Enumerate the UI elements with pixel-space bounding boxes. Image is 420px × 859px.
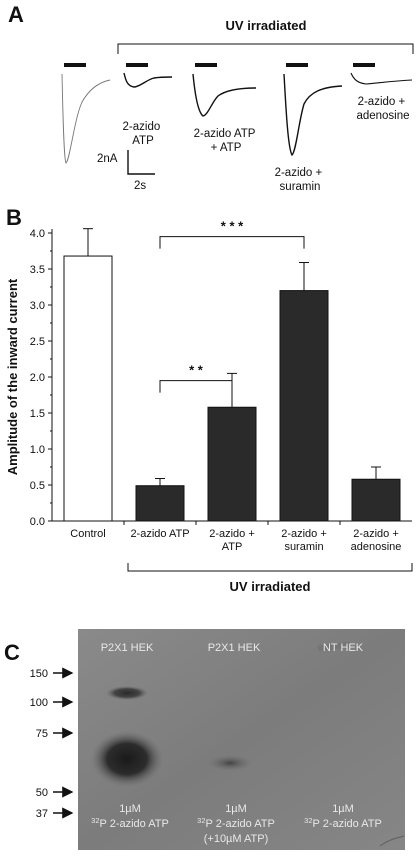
significance-label-high: * * * [221,219,244,234]
bar [207,406,257,522]
uv-irradiated-label-b: UV irradiated [230,579,311,594]
x-tick-label: 2-azido + [353,528,399,540]
y-tick-label: 4.0 [30,228,45,240]
scale-label-time: 2s [134,180,146,192]
trace-label-azido-line2: ATP [132,135,154,147]
significance-bracket-low [159,380,233,393]
bar [351,478,401,522]
x-tick-label: ATP [222,541,243,553]
panel-b-letter: B [6,205,22,230]
y-tick-label: 1.0 [30,444,45,456]
trace-label-azido-adenosine: 2-azido + adenosine [356,96,409,122]
reagent-sup-2: 32 [197,816,205,825]
bar [63,255,113,522]
y-tick-label: 2.5 [30,336,45,348]
trace-label-azido-atp: 2-azido ATP + ATP [194,128,259,154]
reagent-label-2: 32P 2-azido ATP [197,816,275,830]
stim-bar-azido-suramin [286,63,308,67]
trace-label-azido: 2-azido ATP [123,121,164,147]
lane-label-3: NT HEK [323,642,364,654]
panel-b: B 0.0 0.5 1.0 1.5 2.0 2.5 3.0 3.5 4.0 Amplitude o… [5,205,413,594]
y-tick-label: 0.5 [30,480,45,492]
reagent-text-3: P 2-azido ATP [313,818,382,830]
reagent-extra-2: (+10µM ATP) [204,833,269,845]
gel-well-smear [317,642,351,651]
y-tick-label: 2.0 [30,372,45,384]
stim-bar-azido [126,63,148,67]
y-tick-label: 3.5 [30,264,45,276]
reagent-sup-1: 32 [91,816,99,825]
trace-label-azido-line1: 2-azido [123,121,161,133]
conc-label-3: 1µM [332,803,354,815]
y-tick-label: 0.0 [30,516,45,528]
trace-label-azido-adenosine-line1: 2-azido + [358,96,406,108]
marker-label-100: 100 [30,697,48,709]
marker-label-50: 50 [36,787,48,799]
y-tick-label: 1.5 [30,408,45,420]
x-tick-label: 2-azido + [281,528,327,540]
marker-label-75: 75 [36,728,48,740]
x-tick-label: suramin [284,541,323,553]
band-lane1-100kda [106,686,148,700]
lane-label-1: P2X1 HEK [101,642,154,654]
band-lane2-main [208,755,252,771]
x-tick-label: adenosine [351,541,402,553]
panel-c-letter: C [4,640,20,665]
conc-label-1: 1µM [119,803,141,815]
band-lane1-main [91,731,163,787]
trace-azido-adenosine [350,72,413,85]
trace-label-azido-suramin-line2: suramin [280,181,321,193]
marker-label-150: 150 [30,668,48,680]
trace-azido [123,72,173,88]
trace-label-azido-atp-line2: + ATP [211,142,242,154]
panel-a: A UV irradiated 2-azido ATP 2-azido ATP … [8,2,414,193]
y-tick-label: 3.0 [30,300,45,312]
bar [279,290,329,522]
stim-bar-azido-atp [195,63,217,67]
reagent-label-3: 32P 2-azido ATP [304,816,382,830]
conc-label-2: 1µM [225,803,247,815]
stim-bar-control [64,63,86,67]
uv-irradiated-label-a: UV irradiated [226,18,307,33]
reagent-label-1: 32P 2-azido ATP [91,816,169,830]
trace-azido-atp [192,73,257,117]
bar [135,485,185,522]
trace-label-azido-adenosine-line2: adenosine [356,110,409,122]
significance-bracket-high [159,236,305,249]
significance-label-low: * * [189,363,204,378]
stim-bar-azido-adenosine [353,63,375,67]
scale-bar [127,150,155,175]
reagent-sup-3: 32 [304,816,312,825]
bar-chart: 0.0 0.5 1.0 1.5 2.0 2.5 3.0 3.5 4.0 Amplitude of … [5,219,413,594]
reagent-text-1: P 2-azido ATP [100,818,169,830]
y-axis-label: Amplitude of the inward current [5,278,20,475]
uv-bracket-a [117,43,414,54]
uv-bracket-b [127,563,413,572]
trace-azido-suramin [283,73,343,157]
gel-edge-streak [379,835,405,847]
x-tick-label: 2-azido ATP [130,528,189,540]
scale-label-current: 2nA [97,153,118,165]
x-tick-label: 2-azido + [209,528,255,540]
trace-control [61,73,111,164]
marker-label-37: 37 [36,808,48,820]
panel-c: C P2X1 HEK P2X1 HEK NT HEK 1µM 32P 2-azi… [4,629,405,850]
panel-a-letter: A [8,2,24,27]
lane-label-2: P2X1 HEK [208,642,261,654]
reagent-text-2: P 2-azido ATP [206,818,275,830]
x-tick-label: Control [70,528,105,540]
trace-label-azido-suramin: 2-azido + suramin [275,167,326,193]
trace-label-azido-atp-line1: 2-azido ATP [194,128,256,140]
trace-label-azido-suramin-line1: 2-azido + [275,167,323,179]
